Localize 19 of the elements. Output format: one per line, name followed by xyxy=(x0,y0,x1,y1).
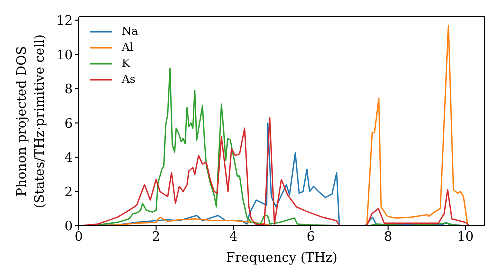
y-tick-label: 4 xyxy=(64,151,73,166)
y-tick-label: 0 xyxy=(64,220,73,235)
legend-label: Na xyxy=(122,24,138,40)
x-tick-label: 0 xyxy=(74,230,84,246)
x-tick-label: 8 xyxy=(384,230,392,246)
y-tick-label: 6 xyxy=(64,116,73,132)
x-tick-label: 2 xyxy=(152,230,160,246)
x-tick-label: 4 xyxy=(230,230,238,246)
y-tick-label: 12 xyxy=(56,14,73,30)
legend-label: K xyxy=(122,56,130,72)
y-tick-label: 8 xyxy=(64,82,73,98)
legend-label: As xyxy=(122,72,136,88)
x-tick-label: 10 xyxy=(457,230,474,246)
y-tick-label: 10 xyxy=(56,48,73,64)
y-axis-title: Phonon projected DOS (States/THz·primitive cell) xyxy=(15,34,48,209)
legend-label: Al xyxy=(122,40,134,56)
x-tick-label: 6 xyxy=(306,230,316,246)
y-tick-label: 2 xyxy=(64,185,73,200)
x-axis-title: Frequency (THz) xyxy=(226,251,338,266)
